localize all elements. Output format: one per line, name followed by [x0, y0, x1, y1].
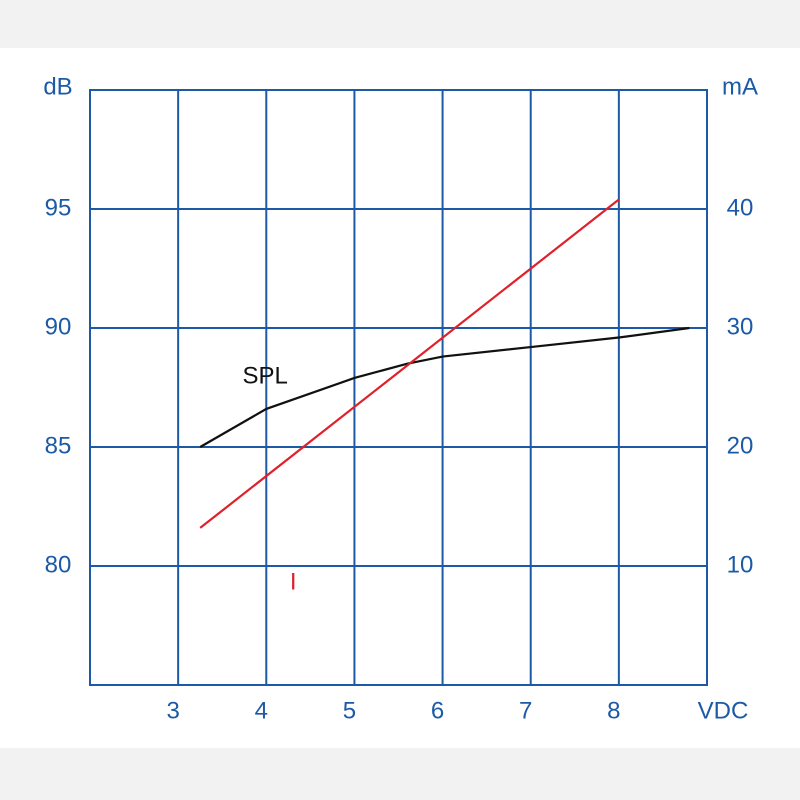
series-label: SPL	[242, 362, 287, 389]
x-tick-label: 3	[166, 697, 179, 724]
x-axis-label: VDC	[698, 697, 749, 724]
y-tick-label: 80	[45, 551, 72, 578]
y2-tick-label: 20	[727, 432, 754, 459]
x-tick-label: 5	[343, 697, 356, 724]
y-tick-label: 90	[45, 313, 72, 340]
y2-tick-label: 10	[727, 551, 754, 578]
y-axis-label: dB	[43, 73, 72, 100]
series-line	[199, 326, 690, 448]
series-label: I	[290, 568, 297, 595]
x-tick-label: 7	[519, 697, 532, 724]
y2-tick-label: 30	[727, 313, 754, 340]
y-tick-label: 95	[45, 194, 72, 221]
y2-axis-label: mA	[722, 73, 758, 100]
x-tick-label: 8	[607, 697, 620, 724]
x-tick-label: 4	[255, 697, 268, 724]
plot-frame	[89, 89, 708, 686]
chart-background	[0, 48, 800, 748]
y2-tick-label: 40	[727, 194, 754, 221]
y-tick-label: 85	[45, 432, 72, 459]
series-line	[199, 198, 620, 529]
x-tick-label: 6	[431, 697, 444, 724]
